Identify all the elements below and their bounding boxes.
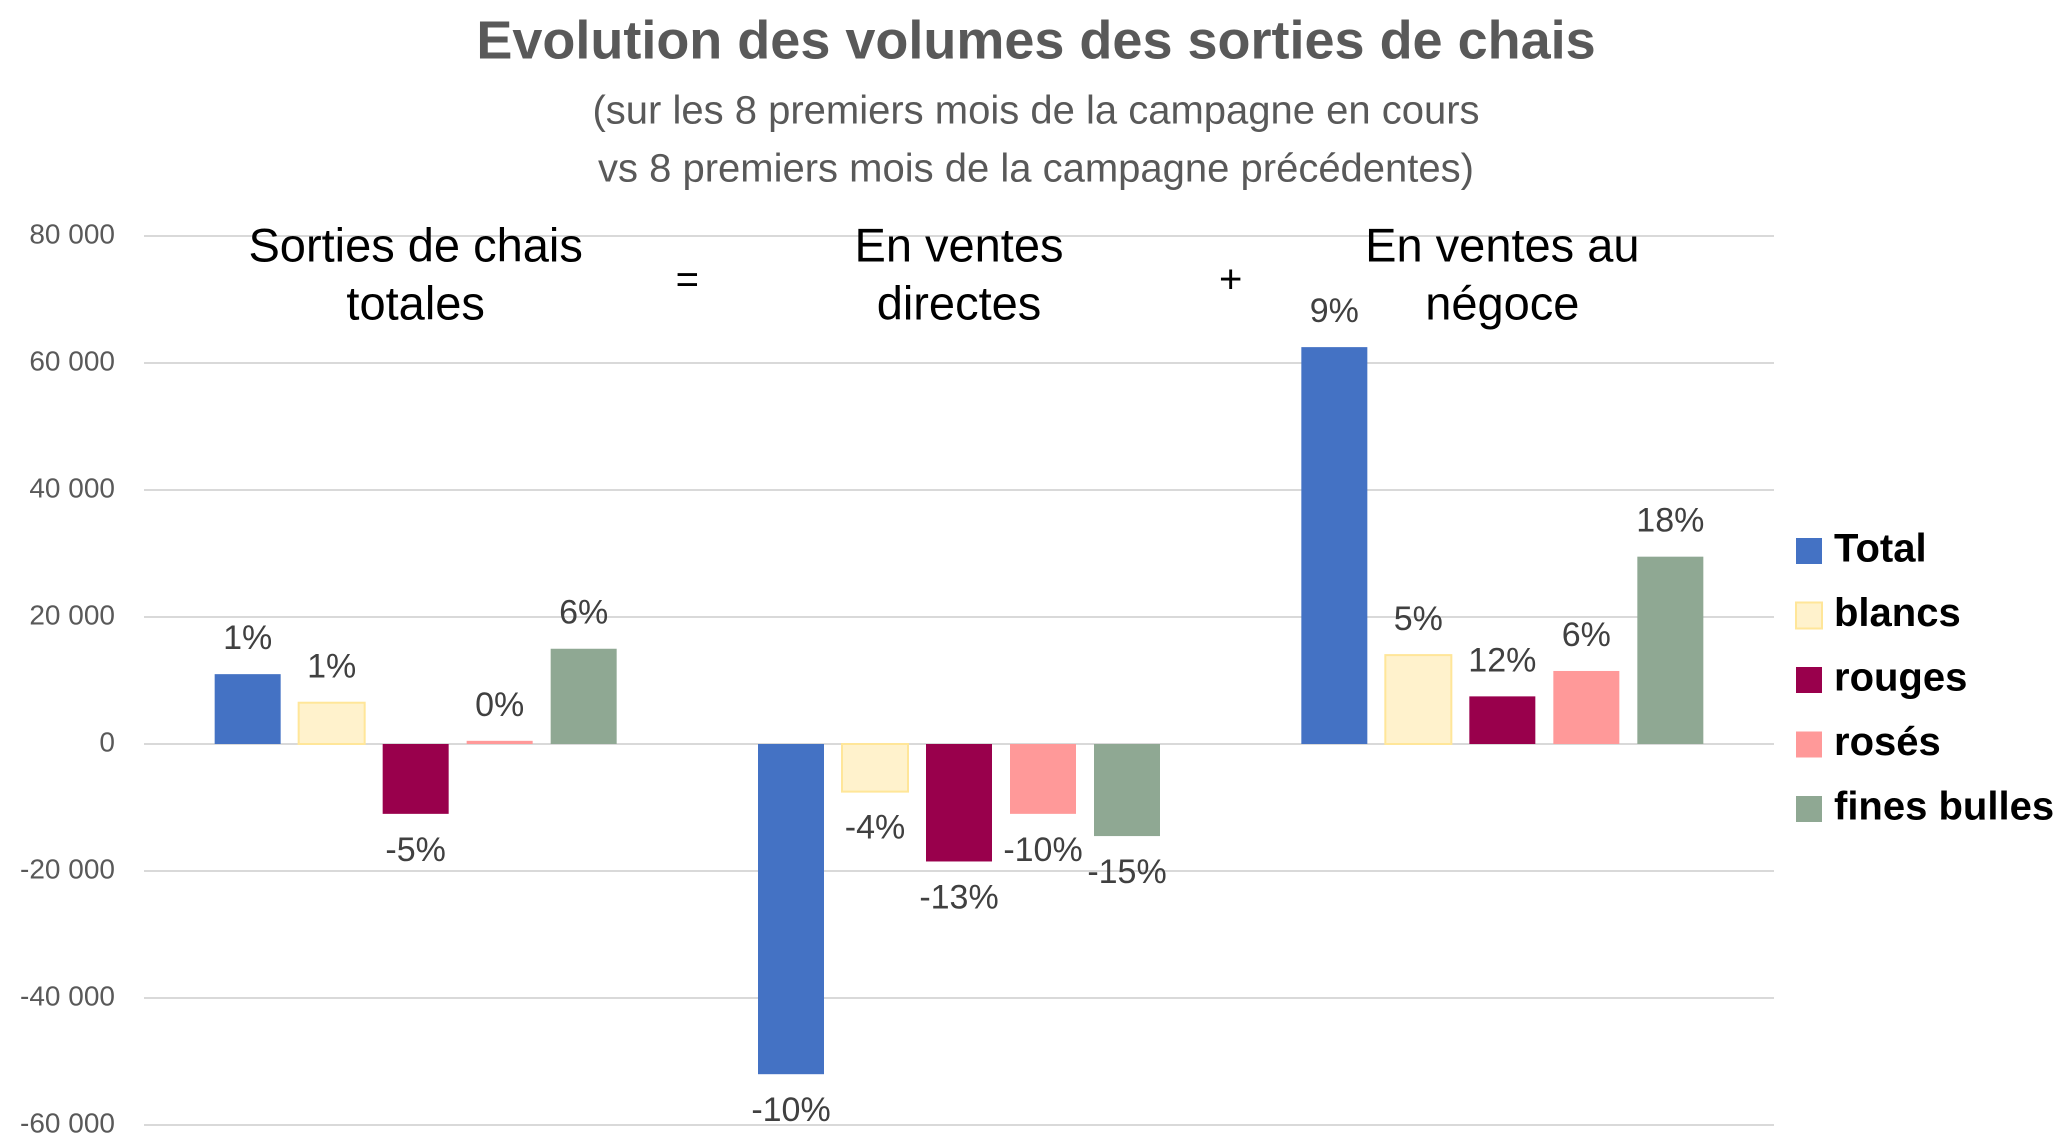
bar [214, 674, 281, 744]
y-tick-label: 60 000 [29, 345, 115, 376]
bar [1094, 744, 1160, 837]
value-label: 6% [1562, 616, 1611, 654]
value-label: -10% [751, 1091, 830, 1129]
bar [382, 744, 449, 814]
bar [926, 744, 992, 862]
value-label: -15% [1087, 853, 1166, 891]
y-tick-label: -60 000 [20, 1107, 115, 1137]
bar [1553, 670, 1620, 744]
category-label: directes [877, 276, 1042, 329]
bar [466, 740, 533, 744]
y-tick-label: -20 000 [20, 853, 115, 884]
y-tick-label: -40 000 [20, 980, 115, 1011]
y-tick-label: 20 000 [29, 599, 115, 630]
legend-label: blancs [1834, 591, 1961, 635]
value-label: -13% [919, 878, 998, 916]
category-label: Sorties de chais [248, 218, 582, 271]
value-label: 5% [1394, 600, 1443, 638]
value-label: 0% [475, 686, 524, 724]
value-label: 1% [223, 619, 272, 657]
value-label: -4% [845, 809, 905, 847]
legend-swatch [1795, 601, 1823, 630]
chart-title: Evolution des volumes des sorties de cha… [476, 10, 1595, 70]
legend-label: rouges [1834, 656, 1967, 700]
bar [1637, 556, 1704, 744]
bar [758, 744, 824, 1075]
category-label: En ventes au [1365, 218, 1639, 271]
category-label: totales [346, 276, 484, 329]
value-label: -5% [385, 831, 445, 869]
legend-swatch [1796, 667, 1822, 693]
legend-label: fines bulles [1834, 785, 2054, 829]
bar [1010, 744, 1076, 814]
operator: = [676, 258, 699, 302]
subtitle: vs 8 premiers mois de la campagne précéd… [598, 147, 1474, 191]
y-tick-label: 80 000 [29, 218, 115, 249]
bar [297, 701, 366, 745]
y-tick-label: 40 000 [29, 472, 115, 503]
y-tick-label: 0 [99, 726, 115, 757]
legend-swatch [1796, 796, 1822, 822]
legend-label: rosés [1834, 720, 1941, 764]
value-label: 6% [559, 594, 608, 632]
legend-swatch [1796, 538, 1822, 564]
category-label: En ventes [854, 218, 1063, 271]
category-label: négoce [1425, 276, 1579, 329]
bar [1301, 347, 1368, 744]
bar [550, 648, 617, 744]
value-label: 12% [1468, 641, 1536, 679]
legend-swatch [1796, 731, 1822, 758]
value-label: 1% [307, 648, 356, 686]
value-label: 9% [1310, 292, 1359, 330]
operator: + [1219, 258, 1242, 302]
subtitle: (sur les 8 premiers mois de la campagne … [592, 89, 1479, 133]
legend-label: Total [1834, 527, 1927, 571]
bar [1469, 696, 1536, 744]
value-label: 18% [1636, 502, 1704, 540]
bar [841, 743, 909, 793]
bar [1384, 654, 1453, 745]
value-label: -10% [1003, 831, 1082, 869]
